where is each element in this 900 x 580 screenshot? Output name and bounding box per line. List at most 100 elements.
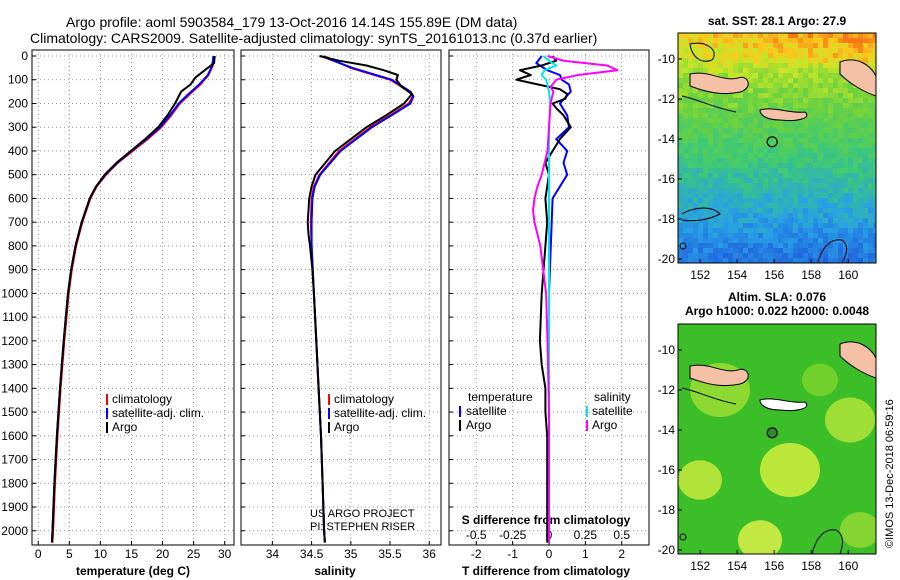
sst-cell <box>683 83 688 88</box>
sst-cell <box>808 123 813 128</box>
sst-cell <box>873 198 876 203</box>
sst-cell <box>858 208 863 213</box>
x-tick-label: -2 <box>471 547 482 561</box>
sst-cell <box>818 178 823 183</box>
sst-cell <box>868 163 873 168</box>
sst-cell <box>863 198 868 203</box>
sst-cell <box>773 188 778 193</box>
legend-swatch-argo <box>106 422 108 433</box>
sst-cell <box>698 213 703 218</box>
sst-cell <box>813 223 818 228</box>
sst-cell <box>878 73 883 78</box>
sst-cell <box>838 253 843 258</box>
sst-cell <box>778 68 783 73</box>
sst-cell <box>743 63 748 68</box>
sst-cell <box>708 123 713 128</box>
sst-cell <box>763 78 768 83</box>
sst-cell <box>748 183 753 188</box>
sst-cell <box>808 73 813 78</box>
sst-cell <box>703 233 708 238</box>
sst-cell <box>723 33 728 38</box>
sst-cell <box>738 198 743 203</box>
sst-cell <box>803 53 808 58</box>
sst-cell <box>683 233 688 238</box>
sst-cell <box>773 138 778 143</box>
sst-cell <box>823 43 828 48</box>
sst-cell <box>798 108 803 113</box>
sst-cell <box>693 203 698 208</box>
sst-cell <box>773 118 778 123</box>
sst-cell <box>878 38 883 43</box>
sst-cell <box>753 93 758 98</box>
sst-cell <box>733 43 738 48</box>
sst-cell <box>718 58 723 63</box>
sst-cell <box>838 43 843 48</box>
sst-cell <box>818 153 823 158</box>
sst-cell <box>698 118 703 123</box>
sst-cell <box>768 238 773 243</box>
sst-cell <box>868 63 873 68</box>
sst-cell <box>733 203 738 208</box>
sst-cell <box>688 38 693 43</box>
sst-cell <box>863 93 868 98</box>
sst-cell <box>878 63 883 68</box>
sst-cell <box>758 123 763 128</box>
salinity-series <box>306 55 415 543</box>
sst-cell <box>683 168 688 173</box>
sst-cell <box>793 163 798 168</box>
sst-cell <box>713 248 718 253</box>
sst-cell <box>848 108 853 113</box>
sst-cell <box>803 153 808 158</box>
sst-cell <box>748 243 753 248</box>
sst-cell <box>738 63 743 68</box>
sst-cell <box>848 223 853 228</box>
sst-cell <box>868 148 873 153</box>
sst-cell <box>723 168 728 173</box>
sst-cell <box>698 88 703 93</box>
sst-cell <box>803 158 808 163</box>
sst-cell <box>833 108 838 113</box>
sst-cell <box>738 193 743 198</box>
sst-cell <box>753 178 758 183</box>
salinity-x-ticks: 34 34.5 35 35.5 36 <box>266 541 437 561</box>
sst-cell <box>768 228 773 233</box>
sst-cell <box>693 188 698 193</box>
sst-cell <box>808 188 813 193</box>
sst-cell <box>873 193 876 198</box>
sst-cell <box>693 68 698 73</box>
sst-cell <box>863 53 868 58</box>
sla-anomaly-blob <box>678 460 722 500</box>
sst-cell <box>848 178 853 183</box>
sst-cell <box>688 188 693 193</box>
sst-cell <box>858 173 863 178</box>
sst-cell <box>713 143 718 148</box>
sst-cell <box>763 253 768 258</box>
sst-cell <box>778 98 783 103</box>
depth-axis-labels: 0100200300400500600700800900100011001200… <box>1 49 28 538</box>
x-tick-label: 2 <box>618 547 625 561</box>
sst-cell <box>748 108 753 113</box>
sst-cell <box>743 248 748 253</box>
sst-cell <box>863 228 868 233</box>
sst-cell <box>703 208 708 213</box>
land-shape <box>759 108 808 121</box>
sst-cell <box>878 123 883 128</box>
x-tick-label: 36 <box>423 547 437 561</box>
sst-cell <box>683 193 688 198</box>
sst-cell <box>828 58 833 63</box>
sst-cell <box>678 93 683 98</box>
legend-satellite-label: satellite-adj. clim. <box>112 406 204 420</box>
sst-cell <box>803 78 808 83</box>
sst-cell <box>763 153 768 158</box>
sst-cell <box>783 83 788 88</box>
sst-map-title: sat. SST: 28.1 Argo: 27.9 <box>708 14 847 28</box>
sst-cell <box>733 238 738 243</box>
sst-cell <box>743 188 748 193</box>
sst-cell <box>838 33 843 38</box>
sst-cell <box>703 93 708 98</box>
sst-cell <box>868 233 873 238</box>
sst-cell <box>728 178 733 183</box>
sst-cell <box>823 203 828 208</box>
sst-cell <box>763 203 768 208</box>
sst-cell <box>858 253 863 258</box>
